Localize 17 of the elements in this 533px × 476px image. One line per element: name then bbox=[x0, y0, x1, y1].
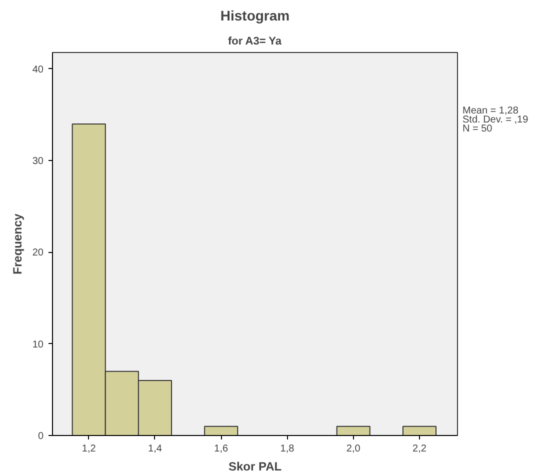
chart-subtitle: for A3= Ya bbox=[228, 36, 282, 48]
y-tick-label: 10 bbox=[32, 339, 44, 350]
y-axis-title: Frequency bbox=[10, 213, 24, 274]
chart-title: Histogram bbox=[220, 8, 290, 24]
x-tick-label: 1,8 bbox=[280, 444, 295, 454]
x-tick-label: 2,0 bbox=[346, 444, 361, 454]
y-tick-label: 20 bbox=[32, 248, 44, 259]
y-tick-label: 0 bbox=[38, 431, 44, 442]
y-tick-label: 40 bbox=[32, 64, 44, 76]
x-tick-label: 1,2 bbox=[82, 444, 96, 454]
x-tick-label: 2,2 bbox=[412, 444, 427, 454]
x-tick-label: 1,4 bbox=[148, 444, 162, 454]
text: N = 50 bbox=[462, 123, 493, 134]
x-tick-label: 1,6 bbox=[214, 444, 228, 454]
y-tick-label: 30 bbox=[32, 156, 44, 168]
text: Std. Dev. = ,19 bbox=[462, 114, 529, 126]
x-axis-title: Skor PAL bbox=[228, 460, 282, 474]
